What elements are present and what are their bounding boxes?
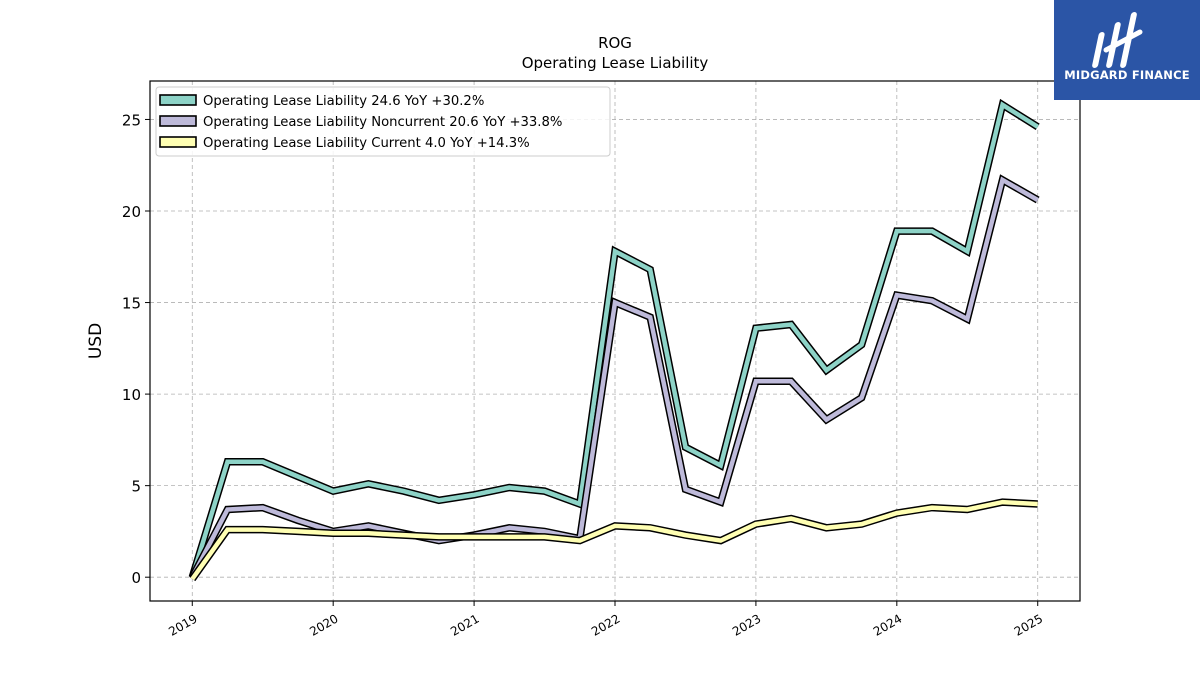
series-line-2 bbox=[190, 499, 1038, 581]
x-tick-label: 2021 bbox=[448, 611, 481, 638]
legend-label: Operating Lease Liability 24.6 YoY +30.2… bbox=[203, 94, 484, 109]
x-tick-label: 2022 bbox=[589, 611, 622, 638]
y-tick-label: 0 bbox=[131, 569, 141, 587]
y-axis-label: USD bbox=[86, 323, 106, 359]
legend-label: Operating Lease Liability Noncurrent 20.… bbox=[203, 115, 562, 130]
y-tick-label: 10 bbox=[122, 386, 141, 404]
legend-swatch bbox=[159, 94, 197, 106]
y-tick-label: 25 bbox=[122, 111, 141, 129]
legend-swatch bbox=[159, 136, 197, 148]
series-line-0 bbox=[190, 101, 1039, 578]
series-lines bbox=[188, 98, 1040, 582]
logo-mark-icon bbox=[1092, 12, 1143, 68]
legend-box bbox=[155, 86, 611, 157]
chart-subtitle: Operating Lease Liability bbox=[522, 54, 709, 72]
x-tick-label: 2023 bbox=[730, 611, 763, 638]
y-tick-label: 20 bbox=[122, 203, 141, 221]
legend-swatch bbox=[159, 115, 197, 127]
chart-title: ROG bbox=[598, 34, 632, 52]
x-axis-ticks: 2019 2020 2021 2022 2023 2024 2025 bbox=[166, 601, 1045, 639]
legend-label: Operating Lease Liability Current 4.0 Yo… bbox=[203, 136, 530, 151]
x-tick-label: 2024 bbox=[871, 611, 904, 638]
midgard-finance-logo: MIDGARD FINANCE bbox=[1054, 0, 1200, 100]
x-tick-label: 2025 bbox=[1012, 611, 1045, 638]
y-axis-ticks: 0 5 10 15 20 25 bbox=[122, 111, 150, 587]
x-tick-label: 2019 bbox=[166, 611, 199, 638]
y-tick-label: 15 bbox=[122, 295, 141, 313]
logo-text: MIDGARD FINANCE bbox=[1064, 68, 1190, 82]
x-tick-label: 2020 bbox=[307, 611, 340, 638]
legend: Operating Lease Liability 24.6 YoY +30.2… bbox=[155, 86, 611, 157]
y-tick-label: 5 bbox=[131, 478, 141, 496]
